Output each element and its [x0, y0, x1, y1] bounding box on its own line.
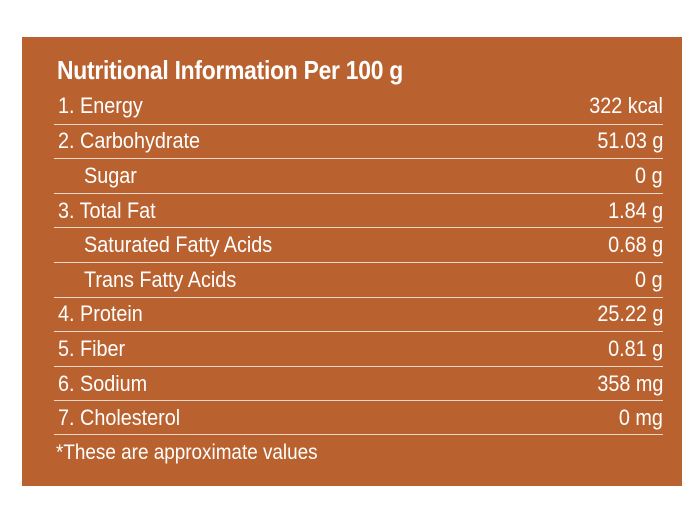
nutrient-label: 4. Protein: [58, 301, 143, 327]
nutrient-value: 1.84 g: [607, 197, 663, 223]
nutrition-panel: Nutritional Information Per 100 g 1. Ene…: [22, 37, 682, 486]
panel-title: Nutritional Information Per 100 g: [57, 55, 403, 85]
nutrient-label: 3. Total Fat: [58, 197, 156, 223]
table-row: 7. Cholesterol 0 mg: [54, 400, 663, 435]
nutrient-value: 0.68 g: [607, 232, 663, 258]
nutrient-value: 358 mg: [596, 370, 663, 396]
nutrient-sub-label: Sugar: [84, 162, 137, 188]
footnote: *These are approximate values: [56, 441, 318, 464]
table-row: 1. Energy 322 kcal: [54, 89, 663, 124]
nutrient-sub-label: Saturated Fatty Acids: [84, 232, 273, 258]
nutrient-value: 51.03 g: [596, 128, 663, 154]
nutrient-value: 25.22 g: [596, 301, 663, 327]
nutrient-label: 6. Sodium: [58, 370, 148, 396]
nutrient-value: 0 mg: [618, 404, 663, 430]
table-row: 5. Fiber 0.81 g: [54, 331, 663, 366]
table-row: Sugar 0 g: [54, 158, 663, 193]
nutrient-value: 0 g: [635, 162, 663, 188]
nutrient-label: 5. Fiber: [58, 335, 126, 361]
nutrient-label: 1. Energy: [58, 93, 143, 119]
nutrient-value: 0 g: [635, 266, 663, 292]
table-row: 4. Protein 25.22 g: [54, 296, 663, 332]
table-row: 6. Sodium 358 mg: [54, 365, 663, 401]
nutrient-value: 0.81 g: [607, 335, 663, 361]
table-row: 2. Carbohydrate 51.03 g: [54, 123, 663, 159]
nutrient-label: 2. Carbohydrate: [58, 128, 200, 154]
nutrient-sub-label: Trans Fatty Acids: [84, 266, 237, 292]
nutrition-table: 1. Energy 322 kcal 2. Carbohydrate 51.03…: [54, 89, 663, 435]
nutrient-value: 322 kcal: [589, 93, 663, 119]
table-row: 3. Total Fat 1.84 g: [54, 192, 663, 228]
nutrient-label: 7. Cholesterol: [58, 404, 181, 430]
table-row: Saturated Fatty Acids 0.68 g: [54, 227, 663, 262]
table-row: Trans Fatty Acids 0 g: [54, 261, 663, 297]
